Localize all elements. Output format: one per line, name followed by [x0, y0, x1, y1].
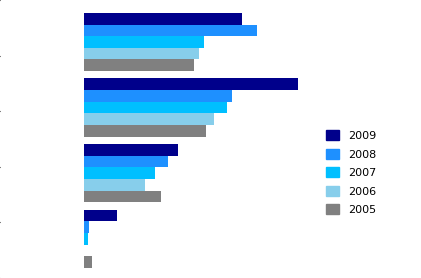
- Bar: [84, 78, 298, 90]
- Bar: [84, 125, 206, 137]
- Legend: 2009, 2008, 2007, 2006, 2005: 2009, 2008, 2007, 2006, 2005: [321, 126, 381, 220]
- Bar: [84, 156, 168, 167]
- Bar: [84, 144, 179, 156]
- Bar: [84, 102, 227, 113]
- Bar: [84, 256, 92, 268]
- Bar: [84, 210, 117, 221]
- Bar: [84, 191, 160, 202]
- Bar: [84, 24, 257, 36]
- Bar: [84, 36, 204, 48]
- Bar: [84, 167, 155, 179]
- Bar: [84, 48, 199, 59]
- Bar: [84, 59, 194, 71]
- Bar: [84, 221, 89, 233]
- Bar: [84, 90, 232, 102]
- Bar: [84, 13, 242, 24]
- Bar: [84, 179, 145, 191]
- Bar: [84, 233, 88, 245]
- Bar: [84, 113, 214, 125]
